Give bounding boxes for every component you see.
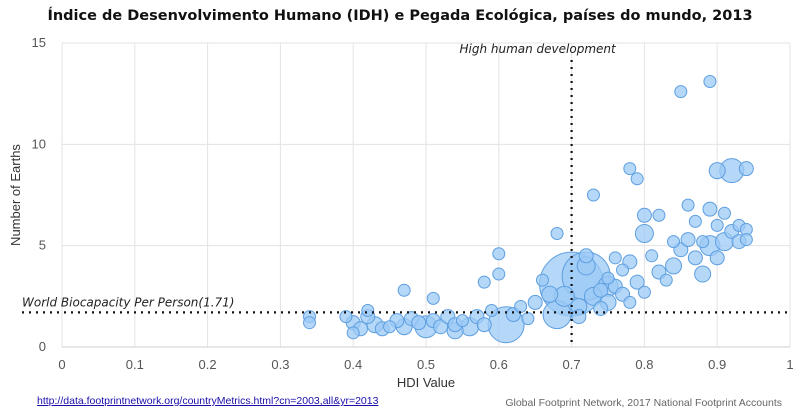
y-tick-label: 10 — [32, 136, 46, 151]
y-tick-label: 15 — [32, 35, 46, 50]
country-bubble[interactable] — [652, 208, 666, 222]
country-bubble[interactable] — [550, 227, 564, 241]
x-tick-label: 0.5 — [417, 357, 435, 372]
country-bubble[interactable] — [688, 214, 702, 228]
country-bubble[interactable] — [455, 314, 469, 328]
country-bubble[interactable] — [485, 304, 499, 318]
country-bubble[interactable] — [361, 304, 375, 318]
country-bubble[interactable] — [616, 263, 630, 277]
country-bubble[interactable] — [687, 250, 703, 266]
country-bubble[interactable] — [636, 207, 652, 223]
country-bubble[interactable] — [629, 274, 645, 290]
country-bubble[interactable] — [492, 247, 506, 261]
country-bubble[interactable] — [541, 285, 559, 303]
source-credit: Global Footprint Network, 2017 National … — [505, 397, 782, 409]
country-bubble[interactable] — [739, 233, 753, 247]
country-bubble[interactable] — [681, 198, 695, 212]
x-tick-label: 0.8 — [635, 357, 653, 372]
country-bubble[interactable] — [514, 299, 528, 313]
country-bubble[interactable] — [397, 283, 411, 297]
reference-lines — [22, 60, 790, 347]
country-bubble[interactable] — [527, 294, 543, 310]
country-bubble[interactable] — [426, 291, 440, 305]
x-tick-label: 0.9 — [708, 357, 726, 372]
x-tick-label: 0.1 — [126, 357, 144, 372]
x-tick-label: 0.7 — [563, 357, 581, 372]
country-bubble[interactable] — [703, 75, 717, 89]
country-bubble[interactable] — [593, 300, 609, 316]
country-bubble[interactable] — [608, 251, 622, 265]
country-bubble[interactable] — [593, 282, 609, 298]
bubbles — [303, 75, 754, 344]
country-bubble[interactable] — [433, 319, 449, 335]
country-bubble[interactable] — [303, 316, 317, 330]
y-axis-label: Number of Earths — [8, 144, 23, 246]
country-bubble[interactable] — [738, 161, 754, 177]
country-bubble[interactable] — [578, 248, 594, 264]
country-bubble[interactable] — [680, 232, 696, 248]
country-bubble[interactable] — [623, 295, 637, 309]
country-bubble[interactable] — [659, 273, 673, 287]
source-link[interactable]: http://data.footprintnetwork.org/country… — [37, 395, 379, 407]
country-bubble[interactable] — [637, 285, 651, 299]
country-bubble[interactable] — [339, 310, 353, 324]
country-bubble[interactable] — [674, 85, 688, 99]
y-tick-label: 0 — [39, 339, 46, 354]
country-bubble[interactable] — [630, 172, 644, 186]
country-bubble[interactable] — [709, 250, 725, 266]
country-bubble[interactable] — [411, 315, 427, 331]
country-bubble[interactable] — [586, 188, 600, 202]
biocapacity-label: World Biocapacity Per Person(1.71) — [22, 295, 235, 309]
country-bubble[interactable] — [667, 235, 681, 249]
country-bubble[interactable] — [694, 265, 712, 283]
country-bubble[interactable] — [346, 326, 360, 340]
country-bubble[interactable] — [521, 312, 535, 326]
y-tick-label: 5 — [39, 238, 46, 253]
country-bubble[interactable] — [665, 257, 683, 275]
country-bubble[interactable] — [696, 235, 710, 249]
x-tick-label: 0.4 — [344, 357, 362, 372]
country-bubble[interactable] — [383, 320, 397, 334]
x-tick-label: 0 — [58, 357, 65, 372]
country-bubble[interactable] — [634, 224, 654, 244]
high-development-label: High human development — [459, 42, 617, 56]
grid-lines — [61, 42, 791, 348]
country-bubble[interactable] — [477, 275, 491, 289]
chart-title: Índice de Desenvolvimento Humano (IDH) e… — [47, 8, 753, 24]
x-tick-label: 0.3 — [271, 357, 289, 372]
x-tick-label: 0.2 — [199, 357, 217, 372]
country-bubble[interactable] — [708, 162, 726, 180]
country-bubble[interactable] — [710, 218, 724, 232]
country-bubble[interactable] — [717, 206, 731, 220]
country-bubble[interactable] — [645, 249, 659, 263]
country-bubble[interactable] — [492, 267, 506, 281]
country-bubble[interactable] — [535, 273, 549, 287]
country-bubble[interactable] — [601, 271, 615, 285]
x-tick-label: 1 — [786, 357, 793, 372]
x-tick-label: 0.6 — [490, 357, 508, 372]
country-bubble[interactable] — [476, 317, 492, 333]
country-bubble[interactable] — [702, 201, 718, 217]
country-bubble[interactable] — [623, 162, 637, 176]
x-axis-label: HDI Value — [397, 375, 455, 390]
